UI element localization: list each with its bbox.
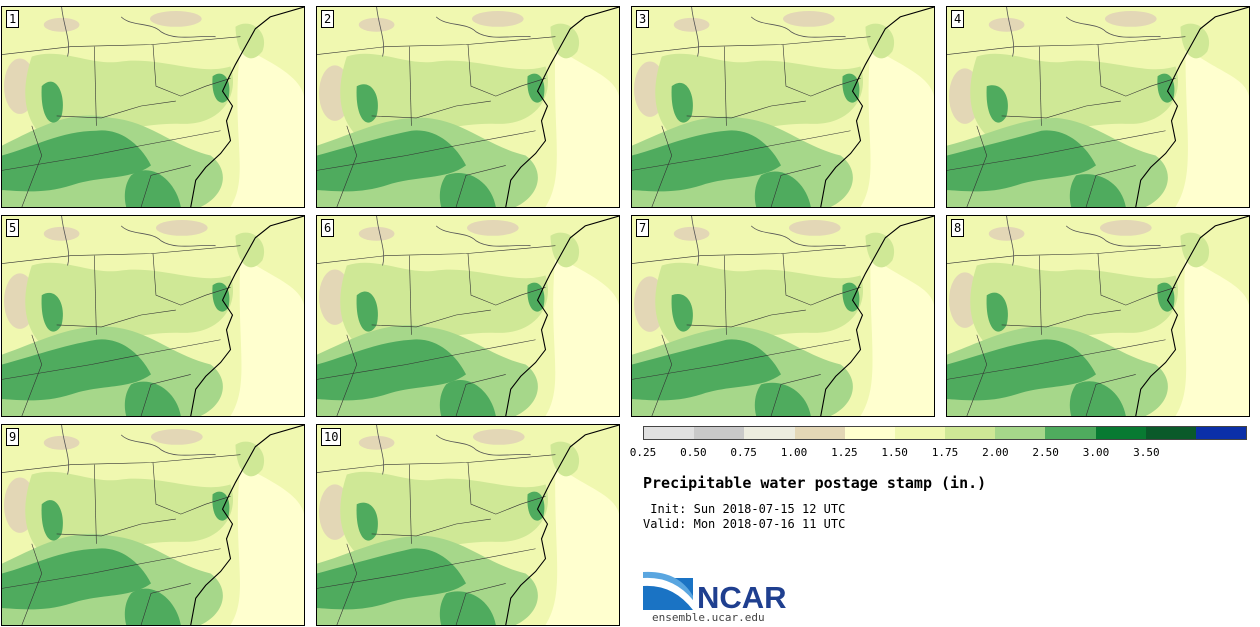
ncar-logo-text: NCAR: [697, 580, 787, 615]
precip-water-map: [317, 7, 619, 207]
precip-water-map: [947, 7, 1249, 207]
member-label: 5: [6, 219, 20, 237]
member-panel-2: 2: [316, 6, 620, 208]
colorbar-tick-label: 1.00: [780, 446, 808, 459]
colorbar-swatch: [694, 427, 745, 439]
colorbar-tick-label: 1.75: [931, 446, 959, 459]
colorbar: [643, 426, 1247, 440]
init-time: Sun 2018-07-15 12 UTC: [693, 502, 846, 516]
colorbar-tick-label: 3.50: [1133, 446, 1160, 459]
colorbar-swatch: [794, 427, 845, 439]
colorbar-swatch: [1195, 427, 1247, 439]
member-panel-6: 6: [316, 215, 620, 417]
colorbar-swatch: [744, 427, 795, 439]
precip-water-map: [317, 425, 619, 625]
member-panel-5: 5: [1, 215, 305, 417]
colorbar-swatch: [1045, 427, 1096, 439]
valid-time: Mon 2018-07-16 11 UTC: [693, 517, 846, 531]
precip-water-map: [2, 7, 304, 207]
figure-title: Precipitable water postage stamp (in.): [643, 474, 987, 492]
init-label: Init:: [643, 502, 687, 516]
member-panel-9: 9: [1, 424, 305, 626]
colorbar-tick-label: 2.00: [982, 446, 1009, 459]
colorbar-tick-label: 3.00: [1082, 446, 1110, 459]
member-label: 7: [636, 219, 650, 237]
valid-label: Valid:: [643, 517, 687, 531]
precip-water-map: [947, 216, 1249, 416]
colorbar-tick-label: 1.50: [881, 446, 908, 459]
member-panel-4: 4: [946, 6, 1250, 208]
member-label: 4: [951, 10, 965, 28]
colorbar-swatch: [1145, 427, 1196, 439]
colorbar-swatch: [945, 427, 996, 439]
member-label: 1: [6, 10, 20, 28]
colorbar-tick-label: 0.50: [680, 446, 707, 459]
colorbar-swatch: [844, 427, 895, 439]
precip-water-map: [2, 216, 304, 416]
colorbar-swatch: [894, 427, 946, 439]
member-panel-10: 10: [316, 424, 620, 626]
member-panel-1: 1: [1, 6, 305, 208]
member-label: 3: [636, 10, 650, 28]
precip-water-map: [632, 7, 934, 207]
member-panel-8: 8: [946, 215, 1250, 417]
init-time-line: Init: Sun 2018-07-15 12 UTC: [643, 502, 845, 516]
precip-water-map: [2, 425, 304, 625]
member-label: 9: [6, 428, 20, 446]
colorbar-swatch: [644, 427, 695, 439]
colorbar-swatch: [995, 427, 1046, 439]
member-label: 2: [321, 10, 335, 28]
member-label: 6: [321, 219, 335, 237]
colorbar-tick-label: 2.50: [1032, 446, 1059, 459]
member-panel-3: 3: [631, 6, 935, 208]
colorbar-tick-label: 1.25: [831, 446, 858, 459]
colorbar-tick-label: 0.75: [730, 446, 757, 459]
member-label: 10: [321, 428, 342, 446]
colorbar-swatch: [1095, 427, 1146, 439]
precip-water-map: [632, 216, 934, 416]
precip-water-map: [317, 216, 619, 416]
member-label: 8: [951, 219, 965, 237]
member-panel-7: 7: [631, 215, 935, 417]
logo-url: ensemble.ucar.edu: [652, 611, 765, 624]
colorbar-tick-label: 0.25: [629, 446, 657, 459]
ncar-logo-icon: [643, 571, 693, 610]
valid-time-line: Valid: Mon 2018-07-16 11 UTC: [643, 517, 845, 531]
